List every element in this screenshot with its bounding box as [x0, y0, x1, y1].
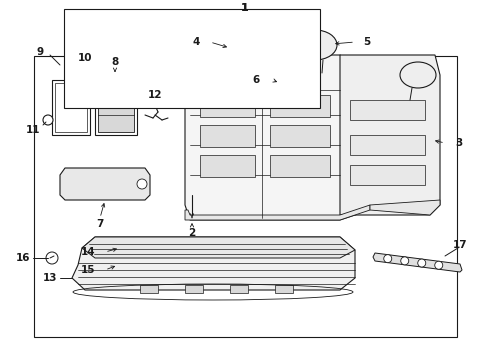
Text: 14: 14 [80, 247, 95, 257]
Ellipse shape [276, 82, 283, 88]
Ellipse shape [400, 257, 408, 265]
Bar [349, 165, 424, 185]
Ellipse shape [213, 33, 263, 67]
Ellipse shape [288, 82, 294, 88]
Bar [274, 285, 292, 293]
Text: 6: 6 [252, 75, 260, 85]
Polygon shape [82, 237, 354, 258]
Ellipse shape [297, 64, 305, 72]
Bar [55, 83, 87, 132]
Bar [269, 125, 329, 147]
Ellipse shape [383, 255, 391, 263]
Bar [229, 285, 247, 293]
Text: 8: 8 [111, 57, 119, 67]
Polygon shape [339, 55, 439, 215]
Bar [349, 135, 424, 155]
Text: 12: 12 [147, 90, 162, 100]
Bar [269, 95, 329, 117]
Text: 16: 16 [16, 253, 30, 263]
Text: 10: 10 [78, 53, 92, 63]
Ellipse shape [287, 64, 295, 72]
Text: 9: 9 [37, 47, 44, 57]
Text: 2: 2 [188, 228, 195, 238]
Bar [63, 9, 320, 108]
Text: 17: 17 [452, 240, 467, 250]
Bar [140, 285, 158, 293]
Polygon shape [372, 253, 461, 272]
Text: 4: 4 [192, 37, 200, 47]
Ellipse shape [43, 115, 53, 125]
Ellipse shape [399, 62, 435, 88]
Text: 1: 1 [241, 3, 248, 13]
Bar [269, 155, 329, 177]
Polygon shape [369, 200, 439, 215]
Bar [349, 100, 424, 120]
Bar [184, 285, 203, 293]
Ellipse shape [137, 179, 147, 189]
Text: 5: 5 [362, 37, 369, 47]
Ellipse shape [434, 261, 442, 269]
Text: 1: 1 [241, 3, 248, 13]
Text: 13: 13 [42, 273, 57, 283]
Bar [200, 155, 254, 177]
Bar [200, 95, 254, 117]
Text: 7: 7 [96, 219, 103, 229]
Bar [95, 75, 137, 135]
Bar [52, 80, 90, 135]
Ellipse shape [72, 60, 84, 76]
Polygon shape [60, 168, 150, 200]
Bar [34, 56, 456, 337]
Ellipse shape [292, 30, 336, 60]
Text: 15: 15 [81, 265, 95, 275]
Text: 3: 3 [454, 138, 461, 148]
Ellipse shape [417, 259, 425, 267]
Bar [200, 125, 254, 147]
Text: 11: 11 [25, 125, 40, 135]
Bar [98, 78, 134, 132]
Polygon shape [72, 237, 354, 290]
Polygon shape [184, 205, 369, 220]
Ellipse shape [275, 64, 284, 72]
Polygon shape [184, 55, 369, 220]
